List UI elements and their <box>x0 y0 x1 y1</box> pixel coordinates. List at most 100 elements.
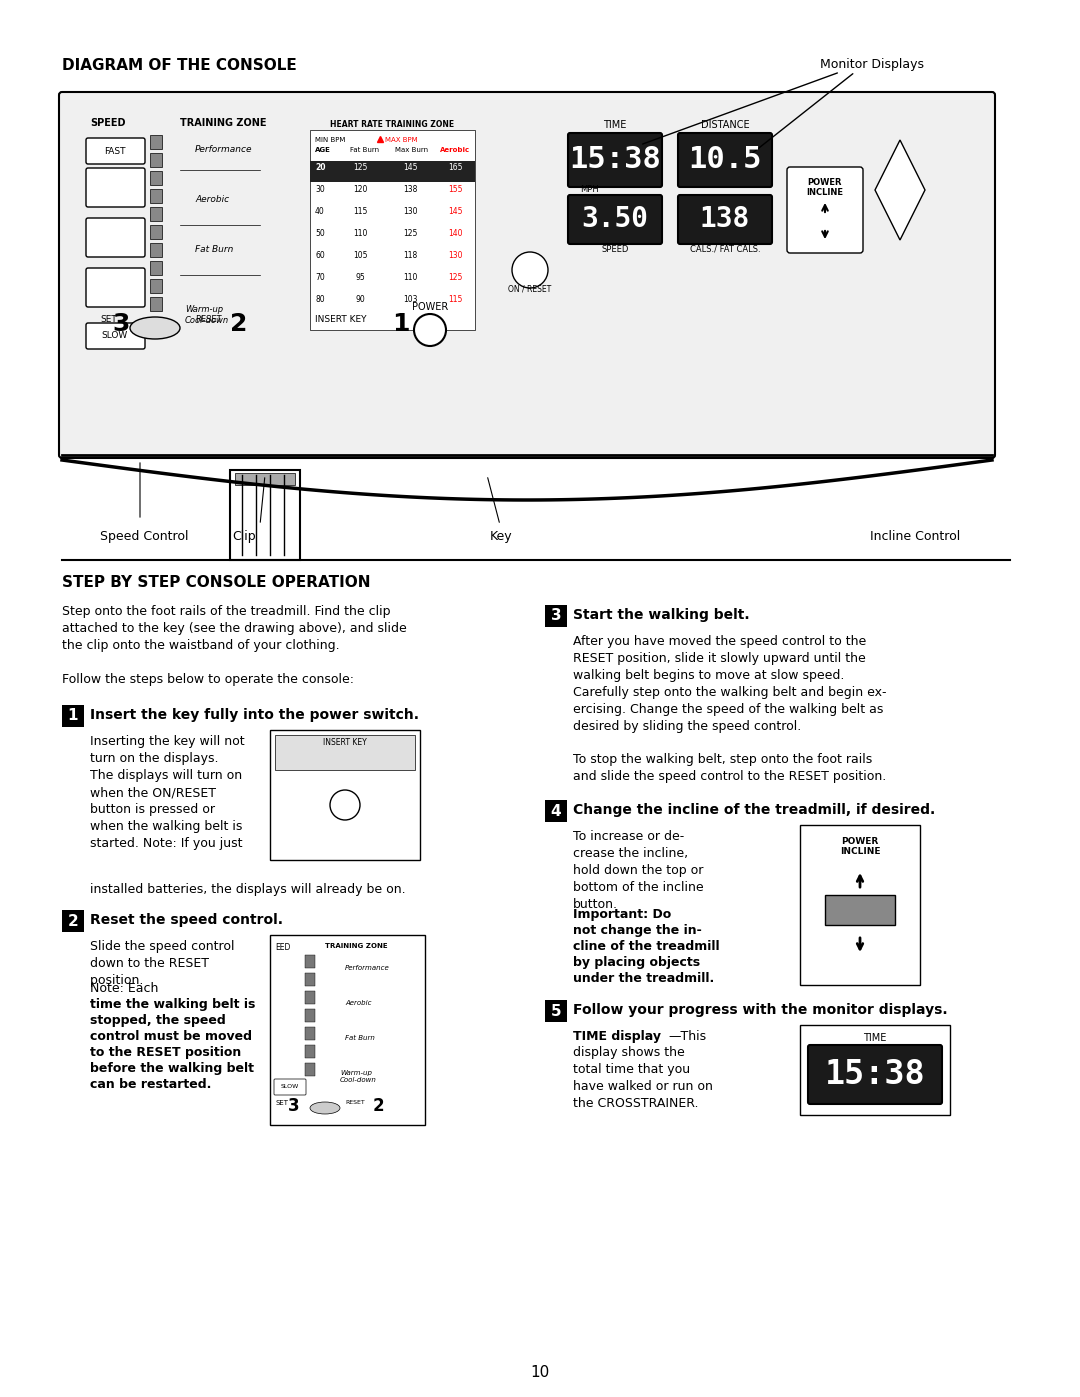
Bar <box>545 1000 567 1023</box>
Text: To increase or de-
crease the incline,
hold down the top or
bottom of the inclin: To increase or de- crease the incline, h… <box>573 830 704 911</box>
Circle shape <box>414 314 446 346</box>
Text: 145: 145 <box>448 207 462 217</box>
Text: Max Burn: Max Burn <box>395 147 428 154</box>
Text: 1: 1 <box>68 708 78 724</box>
Text: 138: 138 <box>700 205 751 233</box>
Text: 118: 118 <box>403 251 417 260</box>
Text: AGE: AGE <box>315 147 330 154</box>
Bar <box>62 705 84 726</box>
Text: DISTANCE: DISTANCE <box>701 120 750 130</box>
FancyBboxPatch shape <box>86 218 145 257</box>
Text: 125: 125 <box>403 229 417 237</box>
Text: Incline Control: Incline Control <box>870 529 960 543</box>
FancyBboxPatch shape <box>59 92 995 458</box>
Text: DIAGRAM OF THE CONSOLE: DIAGRAM OF THE CONSOLE <box>62 59 297 73</box>
Text: Insert the key fully into the power switch.: Insert the key fully into the power swit… <box>90 708 419 722</box>
Text: Performance: Performance <box>195 145 253 155</box>
Text: CALS./ FAT CALS.: CALS./ FAT CALS. <box>690 244 760 254</box>
Text: 110: 110 <box>403 272 417 282</box>
Text: After you have moved the speed control to the
RESET position, slide it slowly up: After you have moved the speed control t… <box>573 636 887 733</box>
Bar <box>305 956 315 968</box>
FancyBboxPatch shape <box>568 133 662 187</box>
Bar <box>270 935 426 1125</box>
Bar <box>150 189 162 203</box>
Text: ON / RESET: ON / RESET <box>509 285 552 293</box>
Text: 10: 10 <box>530 1365 550 1380</box>
Text: TRAINING ZONE: TRAINING ZONE <box>325 943 388 949</box>
Text: Follow the steps below to operate the console:: Follow the steps below to operate the co… <box>62 673 354 686</box>
Text: time the walking belt is: time the walking belt is <box>90 997 255 1011</box>
Text: not change the in-: not change the in- <box>573 923 702 937</box>
Bar <box>62 909 84 932</box>
Text: 130: 130 <box>403 207 417 217</box>
Text: 138: 138 <box>403 184 417 194</box>
Text: Speed Control: Speed Control <box>100 529 189 543</box>
Text: MIN BPM: MIN BPM <box>315 137 346 142</box>
Text: 5: 5 <box>551 1003 562 1018</box>
Text: Slide the speed control
down to the RESET
position.: Slide the speed control down to the RESE… <box>90 940 234 988</box>
Bar <box>235 474 295 485</box>
Text: by placing objects: by placing objects <box>573 956 700 970</box>
Text: under the treadmill.: under the treadmill. <box>573 972 714 985</box>
Text: 110: 110 <box>353 229 367 237</box>
Bar <box>150 136 162 149</box>
Text: Aerobic: Aerobic <box>195 196 229 204</box>
Text: Warm-up
Cool-down: Warm-up Cool-down <box>340 1070 377 1083</box>
Text: SPEED: SPEED <box>602 244 629 254</box>
Text: TRAINING ZONE: TRAINING ZONE <box>180 117 267 129</box>
FancyBboxPatch shape <box>86 138 145 163</box>
Text: 120: 120 <box>353 184 367 194</box>
Text: 3: 3 <box>551 609 562 623</box>
Bar <box>310 130 475 330</box>
Text: 145: 145 <box>403 163 417 172</box>
Text: cline of the treadmill: cline of the treadmill <box>573 940 719 953</box>
Text: 125: 125 <box>353 163 367 172</box>
Bar <box>150 170 162 184</box>
Text: 3: 3 <box>288 1097 299 1115</box>
Text: 15:38: 15:38 <box>569 145 661 175</box>
Ellipse shape <box>310 1102 340 1113</box>
Bar <box>150 298 162 312</box>
Text: TIME: TIME <box>863 1032 887 1044</box>
Bar <box>310 161 475 182</box>
Bar <box>150 279 162 293</box>
FancyBboxPatch shape <box>86 168 145 207</box>
Text: SPEED: SPEED <box>90 117 125 129</box>
Text: HEART RATE TRAINING ZONE: HEART RATE TRAINING ZONE <box>329 120 454 129</box>
Bar <box>270 731 420 861</box>
Text: can be restarted.: can be restarted. <box>90 1078 212 1091</box>
Bar <box>545 605 567 627</box>
Bar <box>275 735 415 770</box>
Text: Fat Burn: Fat Burn <box>350 147 379 154</box>
Bar <box>150 207 162 221</box>
Ellipse shape <box>130 317 180 339</box>
Text: Important: Do: Important: Do <box>573 908 672 921</box>
Bar <box>150 225 162 239</box>
Text: Fat Burn: Fat Burn <box>195 246 233 254</box>
Text: SET: SET <box>275 1099 288 1106</box>
Text: 20: 20 <box>315 163 325 172</box>
Text: Performance: Performance <box>345 965 390 971</box>
Bar <box>150 243 162 257</box>
Text: EED: EED <box>275 943 291 951</box>
Bar <box>230 469 300 560</box>
Text: MPH: MPH <box>580 184 598 194</box>
Text: POWER: POWER <box>411 302 448 312</box>
Text: Note: Each: Note: Each <box>90 982 159 995</box>
Text: 3: 3 <box>112 312 130 337</box>
Circle shape <box>330 789 360 820</box>
Text: Monitor Displays: Monitor Displays <box>820 59 924 71</box>
Text: 3.50: 3.50 <box>581 205 648 233</box>
Text: FAST: FAST <box>105 147 125 155</box>
Text: installed batteries, the displays will already be on.: installed batteries, the displays will a… <box>90 883 406 895</box>
Text: 50: 50 <box>315 229 325 237</box>
Bar <box>305 972 315 986</box>
Text: MAX BPM: MAX BPM <box>384 137 418 142</box>
Text: STEP BY STEP CONSOLE OPERATION: STEP BY STEP CONSOLE OPERATION <box>62 576 370 590</box>
Text: 30: 30 <box>315 184 325 194</box>
Text: Change the incline of the treadmill, if desired.: Change the incline of the treadmill, if … <box>573 803 935 817</box>
Text: Warm-up
Cool-down: Warm-up Cool-down <box>185 306 229 324</box>
Text: Fat Burn: Fat Burn <box>345 1035 375 1041</box>
Bar <box>305 1063 315 1076</box>
Text: INSERT KEY: INSERT KEY <box>323 738 367 747</box>
